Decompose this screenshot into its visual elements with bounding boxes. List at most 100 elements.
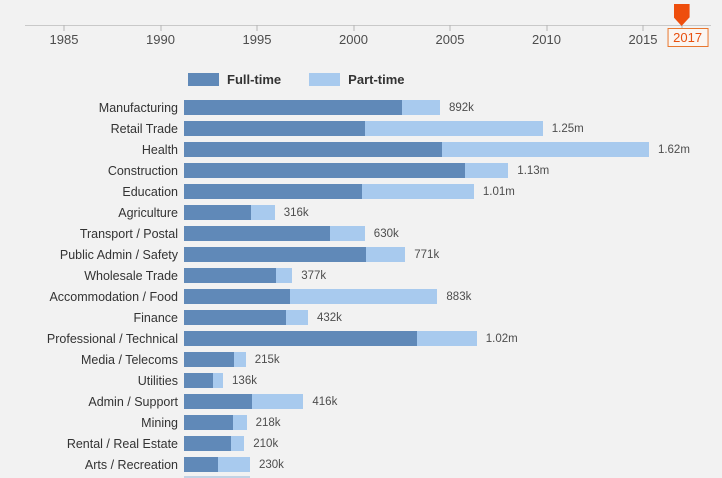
part-time-bar-segment[interactable] (286, 310, 308, 325)
year-label-2015[interactable]: 2015 (628, 32, 658, 47)
bar-row: Accommodation / Food 883k (0, 286, 722, 307)
full-time-bar-segment[interactable] (184, 121, 365, 136)
part-time-bar-segment[interactable] (402, 100, 440, 115)
full-time-bar-segment[interactable] (184, 184, 362, 199)
total-value-label: 377k (301, 269, 327, 282)
part-time-bar-segment[interactable] (290, 289, 438, 304)
bar-row: Finance 432k (0, 307, 722, 328)
legend-label-part-time: Part-time (348, 72, 405, 87)
category-label: Education (122, 184, 178, 199)
legend-label-full-time: Full-time (227, 72, 282, 87)
bar-row: Education 1.01m (0, 181, 722, 202)
full-time-bar-segment[interactable] (184, 100, 403, 115)
part-time-bar-segment[interactable] (361, 184, 474, 199)
part-time-bar-segment[interactable] (212, 373, 224, 388)
total-value-label: 230k (259, 458, 284, 471)
bar-row: Retail Trade 1.25m (0, 118, 722, 139)
full-time-bar-segment[interactable] (184, 373, 213, 388)
year-label-1995[interactable]: 1995 (242, 32, 272, 47)
full-time-bar-segment[interactable] (184, 205, 252, 220)
year-label-1990[interactable]: 1990 (146, 32, 175, 47)
timeline-tick (63, 25, 65, 31)
part-time-bar-segment[interactable] (364, 121, 543, 136)
year-label-2010[interactable]: 2010 (532, 32, 561, 47)
category-label: Wholesale Trade (84, 268, 178, 283)
part-time-bar-segment[interactable] (365, 247, 406, 262)
part-time-bar-segment[interactable] (252, 394, 304, 409)
bar-row: Wholesale Trade 377k (0, 265, 722, 286)
total-value-label: 892k (449, 101, 474, 114)
category-label: Admin / Support (88, 394, 178, 409)
part-time-bar-segment[interactable] (232, 415, 247, 430)
timeline-axis (25, 25, 711, 26)
full-time-bar-segment[interactable] (184, 163, 466, 178)
category-label: Professional / Technical (46, 331, 178, 346)
part-time-swatch-icon (309, 73, 341, 86)
part-time-bar-segment[interactable] (417, 331, 477, 346)
part-time-bar-segment[interactable] (275, 268, 293, 283)
total-value-label: 210k (253, 437, 279, 450)
bar-chart: Manufacturing 892k Retail Trade 1.25m Health… (0, 97, 722, 475)
category-label: Health (141, 142, 178, 157)
full-time-bar-segment[interactable] (184, 415, 233, 430)
category-label: Media / Telecoms (80, 352, 178, 367)
total-value-label: 1.13m (517, 164, 550, 177)
part-time-bar-segment[interactable] (231, 436, 245, 451)
bar-row: Mining 218k (0, 412, 722, 433)
category-label: Retail Trade (110, 121, 178, 136)
category-label: Agriculture (118, 205, 178, 220)
total-value-label: 1.62m (657, 143, 690, 156)
total-value-label: 883k (446, 290, 472, 303)
timeline-slider[interactable]: 1985 1990 1995 2000 2005 2010 2015 2017 (0, 0, 722, 54)
category-label: Construction (107, 163, 178, 178)
total-value-label: 218k (255, 416, 281, 429)
part-time-bar-segment[interactable] (218, 457, 250, 472)
part-time-bar-segment[interactable] (442, 142, 649, 157)
total-value-label: 1.25m (551, 122, 584, 135)
total-value-label: 432k (316, 311, 342, 324)
total-value-label: 136k (232, 374, 257, 387)
full-time-bar-segment[interactable] (184, 247, 366, 262)
timeline-tick (160, 25, 161, 31)
year-label-1985[interactable]: 1985 (49, 32, 79, 47)
legend-item-full-time[interactable]: Full-time (188, 72, 281, 87)
bar-row: Manufacturing 892k (0, 97, 722, 118)
full-time-bar-segment[interactable] (184, 289, 291, 304)
year-label-2005[interactable]: 2005 (435, 32, 465, 47)
full-time-bar-segment[interactable] (184, 394, 253, 409)
bar-row: Professional / Technical 1.02m (0, 328, 722, 349)
year-label-2000[interactable]: 2000 (339, 32, 368, 47)
legend-item-part-time[interactable]: Part-time (309, 72, 405, 87)
total-value-label: 1.02m (485, 332, 518, 345)
full-time-bar-segment[interactable] (184, 436, 232, 451)
full-time-bar-segment[interactable] (184, 142, 443, 157)
timeline-tick (353, 25, 354, 31)
chart-legend: Full-time Part-time (188, 72, 423, 87)
bar-row: Admin / Support 416k (0, 391, 722, 412)
bar-row: Agriculture 316k (0, 202, 722, 223)
category-label: Rental / Real Estate (66, 436, 178, 451)
timeline-marker-icon[interactable] (673, 4, 690, 26)
full-time-bar-segment[interactable] (184, 226, 331, 241)
timeline-tick (546, 25, 547, 31)
part-time-bar-segment[interactable] (330, 226, 365, 241)
category-label: Mining (141, 415, 178, 430)
category-label: Utilities (137, 373, 178, 388)
full-time-bar-segment[interactable] (184, 310, 287, 325)
part-time-bar-segment[interactable] (465, 163, 509, 178)
total-value-label: 316k (283, 206, 309, 219)
full-time-bar-segment[interactable] (184, 331, 418, 346)
full-time-swatch-icon (188, 73, 219, 86)
full-time-bar-segment[interactable] (184, 457, 219, 472)
category-label: Accommodation / Food (49, 289, 178, 304)
full-time-bar-segment[interactable] (184, 268, 276, 283)
total-value-label: 416k (312, 395, 338, 408)
full-time-bar-segment[interactable] (184, 352, 235, 367)
part-time-bar-segment[interactable] (234, 352, 246, 367)
category-label: Manufacturing (98, 100, 178, 115)
total-value-label: 215k (254, 353, 280, 366)
bar-row: Utilities 136k (0, 370, 722, 391)
total-value-label: 1.01m (482, 185, 515, 198)
part-time-bar-segment[interactable] (251, 205, 275, 220)
current-year-label[interactable]: 2017 (667, 28, 709, 47)
